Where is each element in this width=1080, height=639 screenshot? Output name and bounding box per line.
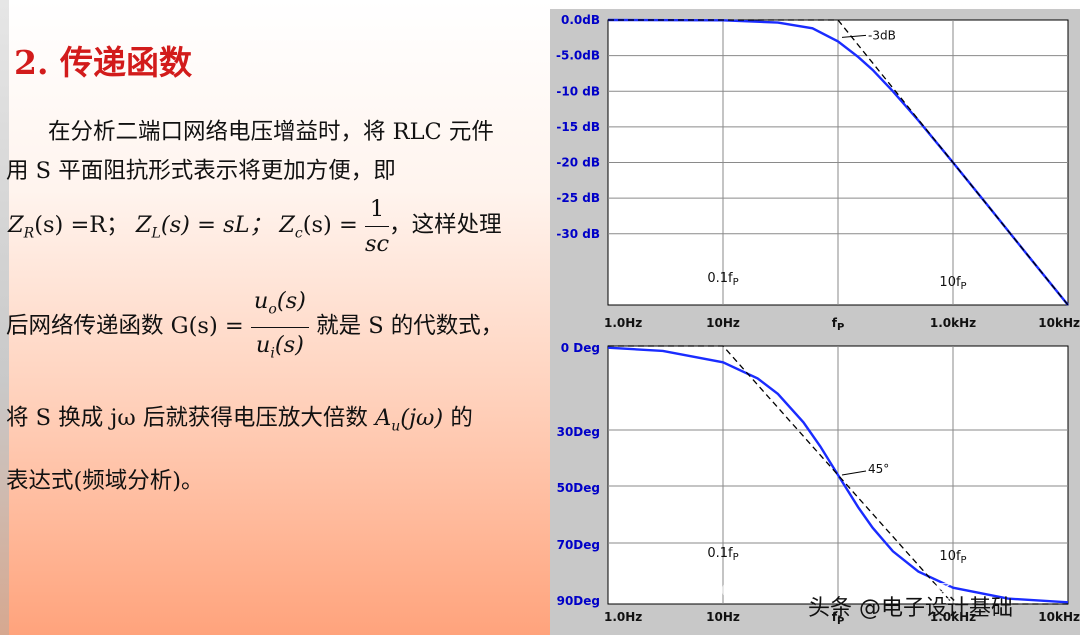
paragraph-line-2: 用 S 平面阻抗形式表示将更加方便，即 [6, 158, 396, 184]
annotation-label: 10fP [939, 275, 966, 292]
annotation-subscript: P [961, 555, 967, 566]
response-curve [607, 346, 1069, 604]
slide-title: 2. 传递函数 [14, 43, 192, 82]
annotation-label: -3dB [868, 28, 896, 42]
annotation-leader [841, 470, 867, 476]
ui-arg: (s) [274, 331, 304, 358]
annotation-leader [841, 34, 867, 38]
zc-rhs: (s) = [302, 212, 358, 238]
impedance-formula: ZR(s) =R； ZL(s) = sL； Zc(s) = 1 sc ，这样处理 [8, 190, 502, 269]
bode-plot-svg: 0.0dB -5.0dB -10 dB -15 dB -20 dB -25 dB -30 d… [556, 13, 1080, 627]
x-tick-label: 1.0Hz [604, 316, 642, 330]
x-tick-label: 10Hz [706, 316, 740, 330]
jw-suffix: 的 [450, 405, 473, 431]
wechat-logo-icon [722, 578, 750, 602]
uo-arg: (s) [276, 288, 306, 314]
bode-plot-panel: 0.0dB -5.0dB -10 dB -15 dB -20 dB -25 dB -30 d… [550, 9, 1080, 635]
x-tick-label: 1.0kHz [930, 610, 976, 624]
uo-symbol: u [253, 288, 269, 314]
zc-numerator: 1 [365, 192, 390, 227]
au-subscript: u [391, 418, 401, 435]
y-tick-label: 70Deg [557, 538, 600, 552]
zc-denominator: sc [365, 230, 390, 257]
y-tick-label: -5.0dB [556, 49, 600, 63]
transfer-suffix: 就是 S 的代数式， [316, 313, 504, 339]
annotation-subscript: P [733, 277, 739, 288]
annotation-label: 0.1fP [707, 546, 738, 563]
zc-tail: ，这样处理 [389, 212, 502, 238]
paragraph-line-1: 在分析二端口网络电压增益时，将 RLC 元件 [48, 119, 494, 145]
y-tick-label: -15 dB [556, 120, 600, 134]
zl-subscript: L [151, 225, 161, 242]
zr-subscript: R [23, 225, 35, 242]
jw-prefix: 将 S 换成 jω 后就获得电压放大倍数 [6, 405, 368, 431]
zc-symbol: Z [279, 212, 295, 238]
ui-symbol: u [255, 331, 271, 358]
uo-subscript: o [268, 301, 277, 318]
zl-symbol: Z [135, 212, 152, 238]
x-tick-label: 1.0Hz [604, 610, 642, 624]
zr-symbol: Z [8, 212, 24, 238]
x-tick-subscript: P [837, 322, 844, 333]
x-tick-subscript: P [837, 616, 844, 627]
last-line: 表达式(频域分析)。 [6, 468, 204, 494]
x-tick-label: 1.0kHz [930, 316, 976, 330]
y-tick-label: 0.0dB [561, 13, 600, 27]
zc-subscript: c [294, 225, 303, 242]
y-tick-label: -20 dB [556, 156, 600, 170]
magnitude-plot: 0.0dB -5.0dB -10 dB -15 dB -20 dB -25 dB -30 d… [556, 13, 1080, 333]
zc-fraction: 1 sc [365, 192, 390, 261]
annotation-label: 0.1fP [707, 271, 738, 288]
x-tick-label: 10kHz [1038, 316, 1080, 330]
annotation-subscript: P [733, 552, 739, 563]
watermark-toutiao: 头条 @电子设计基础 [808, 596, 1013, 621]
y-tick-label: 0 Deg [561, 341, 600, 355]
transfer-denominator: ui(s) [251, 328, 309, 371]
zr-rhs: (s) =R； [34, 212, 129, 238]
transfer-function-line: 后网络传递函数 G(s) = uo(s) ui(s) 就是 S 的代数式， [6, 284, 503, 370]
transfer-numerator: uo(s) [250, 284, 309, 328]
annotation-subscript: P [961, 281, 967, 292]
y-tick-label: 30Deg [557, 425, 600, 439]
transfer-prefix: 后网络传递函数 G(s) = [6, 313, 244, 339]
y-tick-label: -10 dB [556, 84, 600, 98]
jw-line: 将 S 换成 jω 后就获得电压放大倍数 Au(jω) 的 [6, 400, 473, 435]
ui-subscript: i [270, 345, 275, 361]
y-tick-label: 50Deg [557, 481, 600, 495]
watermark-gzh: 公众号 · 电路一点通 [756, 582, 953, 607]
zl-rhs: (s) = sL； [160, 212, 273, 238]
y-tick-label: -30 dB [556, 227, 600, 241]
slide-left-strip [0, 0, 9, 635]
y-tick-label: 90Deg [557, 594, 600, 608]
x-tick-label: 10kHz [1038, 610, 1080, 624]
asymptote-line [608, 19, 1069, 306]
au-symbol: A [375, 405, 392, 431]
x-tick-label: 10Hz [706, 610, 740, 624]
x-tick-label: fP [832, 316, 845, 333]
annotation-label: 45° [868, 462, 889, 476]
annotation-label: 10fP [939, 549, 966, 566]
transfer-fraction: uo(s) ui(s) [250, 284, 309, 371]
au-arg: (jω) [400, 405, 444, 431]
response-curve [607, 18, 1069, 306]
y-tick-label: -25 dB [556, 191, 600, 205]
